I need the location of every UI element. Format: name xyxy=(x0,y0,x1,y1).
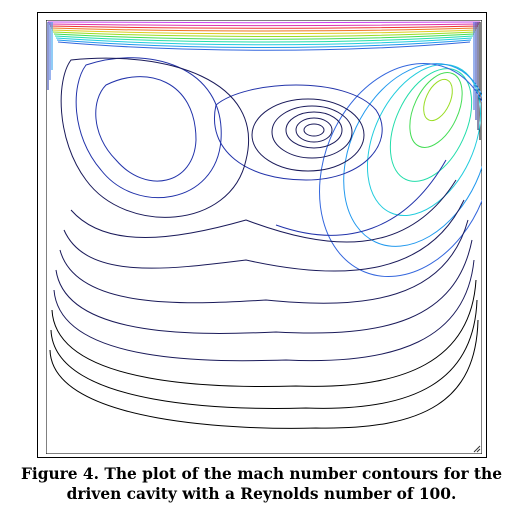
right-vortex xyxy=(319,62,482,278)
lower-contours xyxy=(49,159,479,429)
resize-grip-icon xyxy=(473,445,481,453)
contour-svg xyxy=(46,20,482,454)
figure-frame xyxy=(37,12,487,458)
figure-caption: Figure 4. The plot of the mach number co… xyxy=(0,464,523,504)
contour-plot xyxy=(46,20,482,454)
left-vortex xyxy=(60,57,249,218)
center-vortex xyxy=(214,84,383,181)
caption-line-1: Figure 4. The plot of the mach number co… xyxy=(20,465,503,483)
caption-line-2: driven cavity with a Reynolds number of … xyxy=(66,485,457,503)
lid-contours xyxy=(47,21,481,140)
